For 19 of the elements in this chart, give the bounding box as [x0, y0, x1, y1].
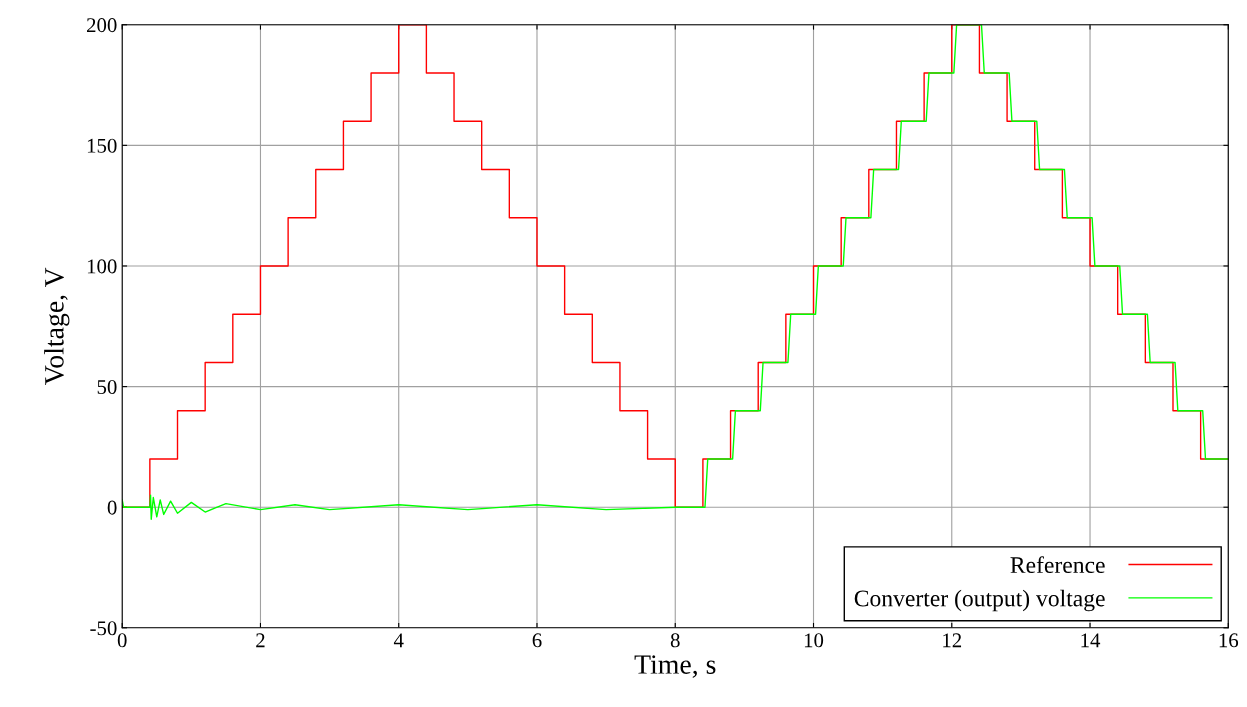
x-tick-label: 2 — [256, 633, 265, 648]
y-tick-label: 100 — [87, 259, 117, 274]
x-axis-title: Time, s — [634, 655, 716, 678]
y-tick-label: 0 — [107, 500, 117, 515]
x-tick-label: 4 — [393, 633, 404, 648]
x-tick-label: 12 — [943, 633, 962, 648]
y-axis-title: Voltage, V — [44, 267, 70, 385]
x-tick-label: 16 — [1219, 633, 1239, 648]
x-tick-label: 6 — [532, 633, 542, 648]
x-tick-label: 8 — [670, 633, 680, 648]
x-tick-label: 0 — [117, 633, 127, 648]
x-tick-label: 10 — [804, 633, 824, 648]
y-tick-label: 50 — [97, 379, 117, 395]
y-tick-label: 200 — [87, 18, 117, 33]
x-tick-label: 14 — [1081, 633, 1101, 648]
y-tick-label: 150 — [87, 138, 117, 153]
legend-label: Converter (output) voltage — [854, 589, 1105, 612]
legend-label: Reference — [1010, 556, 1105, 574]
y-tick-label: -50 — [90, 621, 117, 636]
